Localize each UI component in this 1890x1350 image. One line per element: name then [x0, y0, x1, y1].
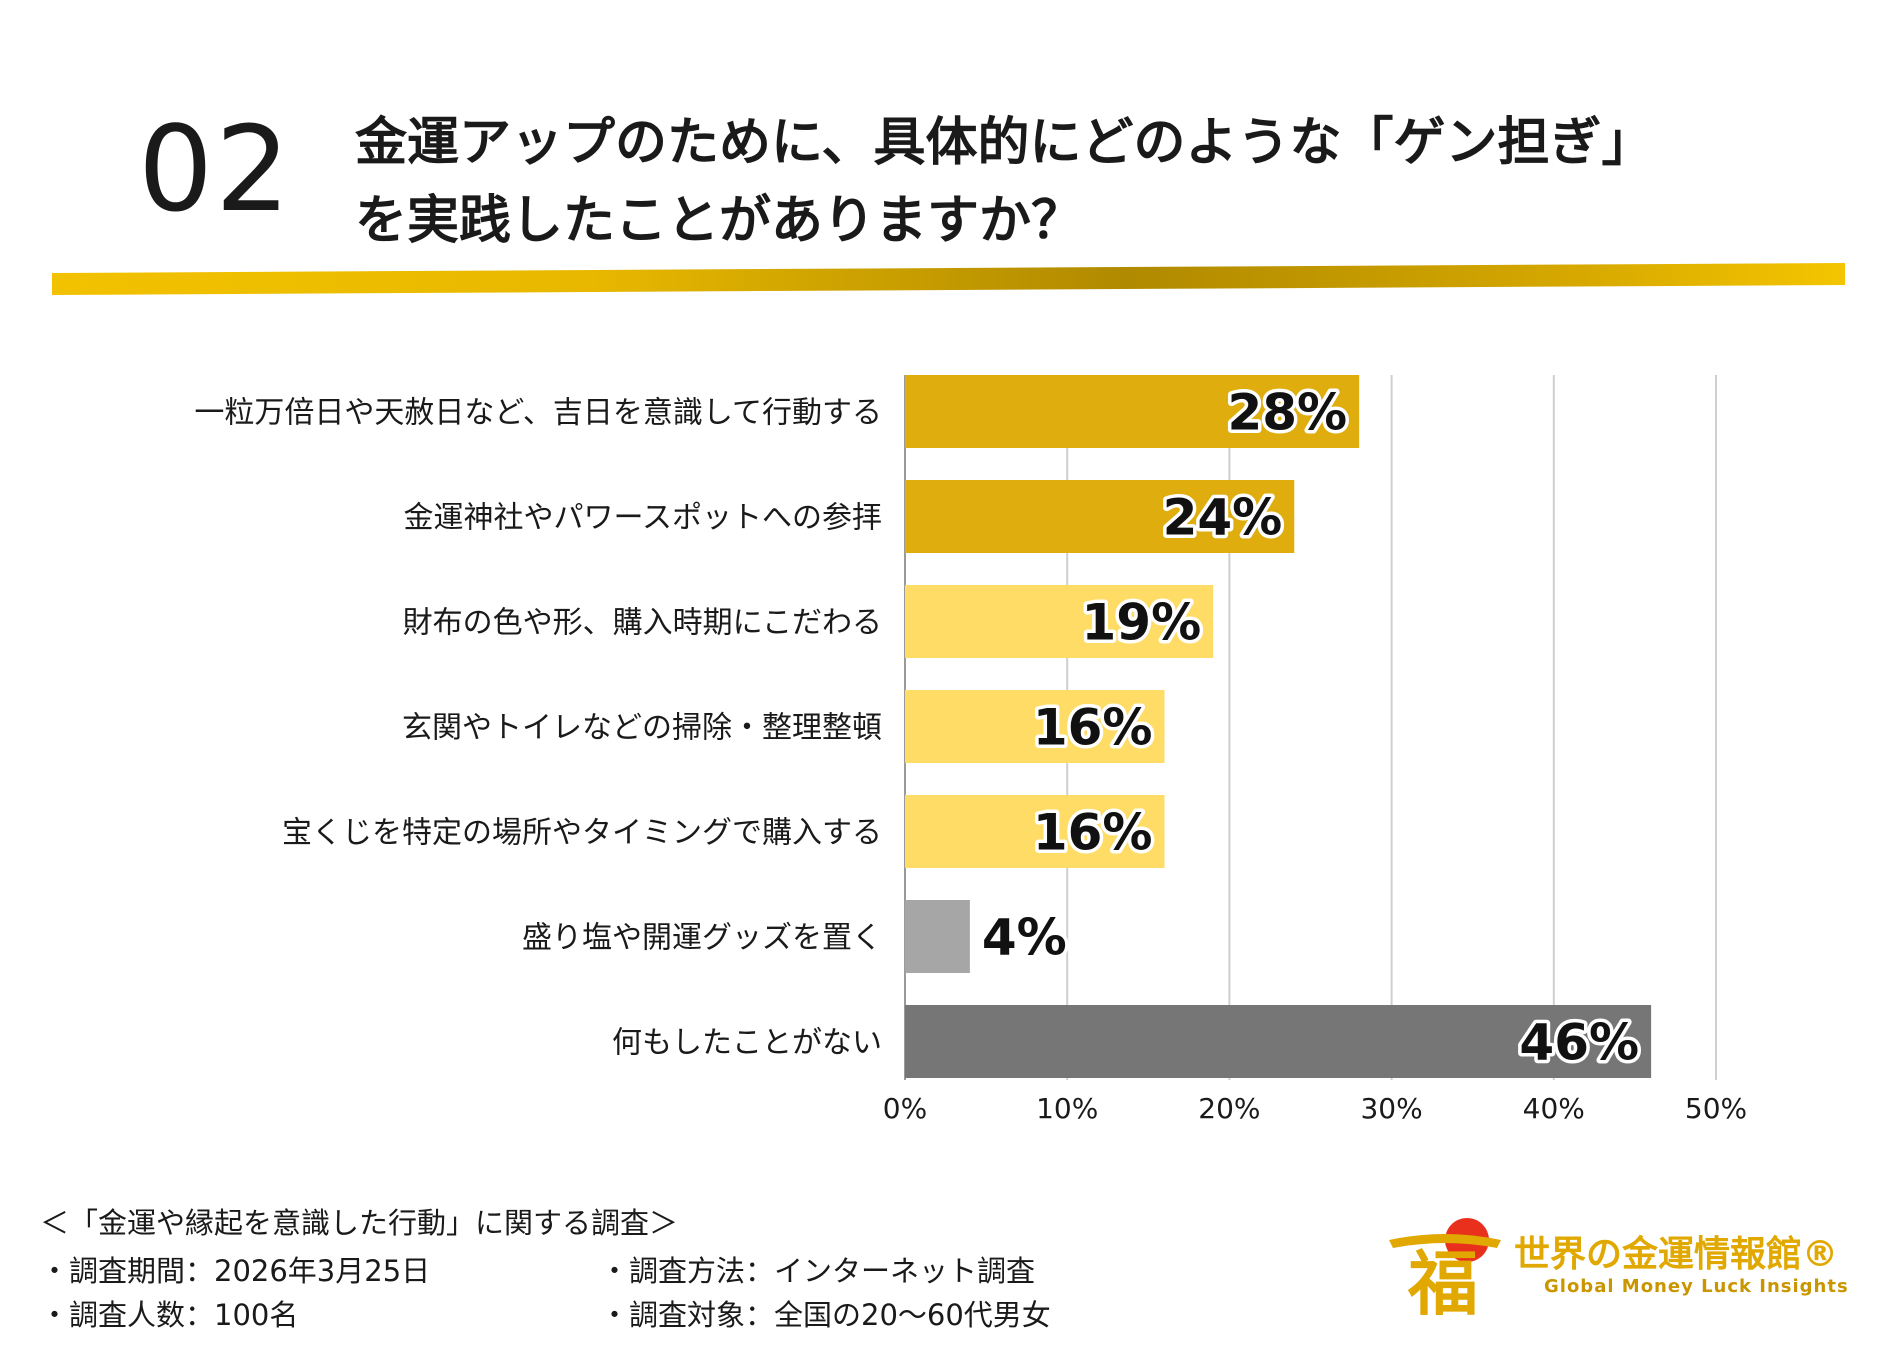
category-label: 何もしたことがない: [612, 1026, 882, 1061]
survey-count: ・調査人数：100名: [40, 1298, 299, 1332]
x-tick-label: 50%: [1685, 1092, 1747, 1125]
value-label: 4%: [982, 909, 1067, 967]
question-title-line1: 金運アップのために、具体的にどのような「ゲン担ぎ」: [355, 113, 1654, 173]
bar: [905, 480, 1295, 553]
x-tick-label: 30%: [1360, 1092, 1422, 1125]
x-tick-label: 10%: [1036, 1092, 1098, 1125]
chart-value-labels: 28% 24% 19% 16% 16% 4% 46%: [978, 380, 1642, 1075]
category-label: 宝くじを特定の場所やタイミングで購入する: [282, 816, 882, 851]
bar: [905, 900, 970, 973]
brand-tagline: Global Money Luck Insights: [1544, 1276, 1849, 1297]
x-tick-label: 0%: [883, 1092, 927, 1125]
bar: [905, 690, 1165, 763]
category-label: 財布の色や形、購入時期にこだわる: [403, 606, 882, 641]
bar: [905, 1005, 1652, 1078]
brand-name: 世界の金運情報館®: [1514, 1234, 1839, 1275]
bar: [905, 795, 1165, 868]
value-label: 19%: [1081, 594, 1201, 652]
chart-bars: [905, 375, 1652, 1078]
survey-target: ・調査対象：全国の20～60代男女: [600, 1298, 1051, 1332]
logo-character: 福: [1407, 1243, 1478, 1315]
bar-chart: 一粒万倍日や天赦日など、吉日を意識して行動する金運神社やパワースポットへの参拝財…: [194, 375, 1747, 1125]
survey-title: ＜「金運や縁起を意識した行動」に関する調査＞: [40, 1206, 679, 1240]
survey-period: ・調査期間：2026年3月25日: [40, 1254, 431, 1288]
category-label: 一粒万倍日や天赦日など、吉日を意識して行動する: [194, 396, 882, 431]
bar: [905, 375, 1360, 448]
x-tick-label: 20%: [1198, 1092, 1260, 1125]
value-label: 16%: [1033, 804, 1153, 862]
chart-category-labels: 一粒万倍日や天赦日など、吉日を意識して行動する金運神社やパワースポットへの参拝財…: [194, 396, 882, 1061]
value-label: 16%: [1033, 699, 1153, 757]
value-label: 28%: [1227, 384, 1347, 442]
survey-method: ・調査方法：インターネット調査: [600, 1254, 1036, 1288]
chart-tick-labels: 0% 10% 20% 30% 40% 50%: [883, 1092, 1747, 1125]
category-label: 盛り塩や開運グッズを置く: [522, 921, 882, 956]
value-label: 24%: [1163, 489, 1283, 547]
question-title-line2: を実践したことがありますか？: [355, 191, 1084, 251]
brand-logo: 福: [1389, 1218, 1501, 1315]
question-number: 02: [138, 100, 293, 238]
logo-torii-icon: [1389, 1234, 1501, 1248]
value-label: 46%: [1519, 1014, 1639, 1072]
bar: [905, 585, 1214, 658]
x-tick-label: 40%: [1523, 1092, 1585, 1125]
category-label: 玄関やトイレなどの掃除・整理整頓: [402, 711, 882, 746]
category-label: 金運神社やパワースポットへの参拝: [404, 501, 883, 536]
